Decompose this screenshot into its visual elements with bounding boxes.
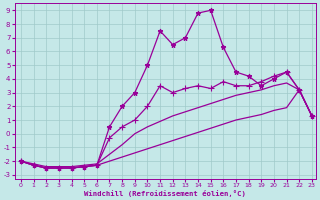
X-axis label: Windchill (Refroidissement éolien,°C): Windchill (Refroidissement éolien,°C): [84, 190, 246, 197]
